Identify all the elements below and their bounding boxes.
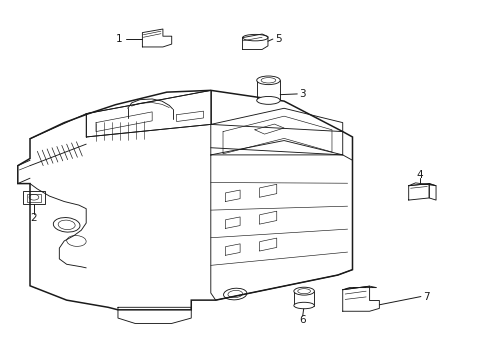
Text: 6: 6 (299, 315, 306, 325)
Text: 2: 2 (30, 213, 37, 222)
Text: 4: 4 (416, 170, 423, 180)
Ellipse shape (294, 287, 315, 295)
Ellipse shape (294, 302, 315, 309)
Text: 3: 3 (299, 89, 306, 99)
Bar (27, 194, 41, 202)
Polygon shape (18, 90, 352, 310)
Text: 7: 7 (423, 292, 430, 302)
Text: 5: 5 (275, 34, 282, 44)
Bar (23, 192, 45, 204)
Ellipse shape (257, 76, 280, 85)
Ellipse shape (257, 96, 280, 104)
Polygon shape (35, 116, 94, 288)
Text: 1: 1 (116, 34, 122, 44)
